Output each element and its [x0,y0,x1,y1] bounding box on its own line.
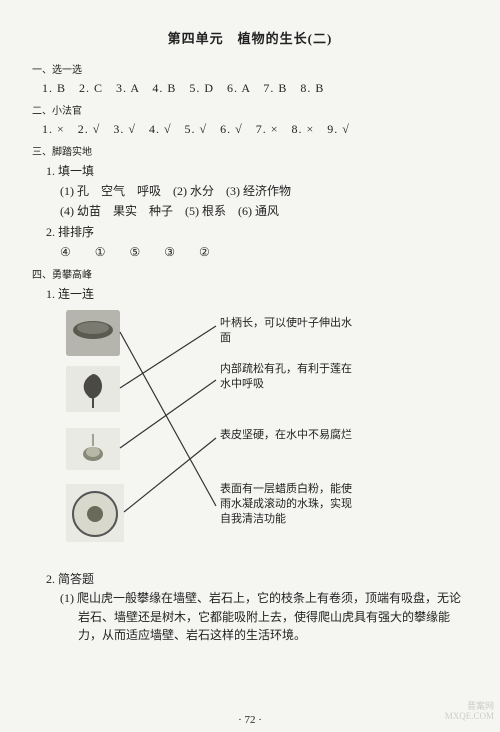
match-image-3 [66,428,120,470]
fill-line-1: (1) 孔 空气 呼吸 (2) 水分 (3) 经济作物 [60,182,468,199]
section-2-label: 二、小法官 [32,102,468,117]
judge-answers: 1. × 2. √ 3. √ 4. √ 5. √ 6. √ 7. × 8. × … [42,120,468,137]
fill-heading: 1. 填一填 [46,162,468,179]
match-desc-2: 内部疏松有孔，有利于莲在水中呼吸 [220,362,360,392]
section-4-label: 四、勇攀高峰 [32,266,468,281]
essay-answer: (1) 爬山虎一般攀缘在墙壁、岩石上，它的枝条上有卷须，顶端有吸盘，无论岩石、墙… [60,589,468,645]
order-answers: ④ ① ⑤ ③ ② [60,243,468,260]
match-desc-3: 表皮坚硬，在水中不易腐烂 [220,428,360,443]
match-heading: 1. 连一连 [46,285,468,302]
section-1-label: 一、选一选 [32,61,468,76]
match-desc-1: 叶柄长，可以使叶子伸出水面 [220,316,360,346]
watermark: 晋案网 MXQE.COM [445,702,494,722]
choice-answers: 1. B 2. C 3. A 4. B 5. D 6. A 7. B 8. B [42,79,468,96]
essay-heading: 2. 简答题 [46,570,468,587]
watermark-line-2: MXQE.COM [445,712,494,722]
match-image-2 [66,366,120,412]
match-image-4 [66,484,124,542]
page-container: 第四单元 植物的生长(二) 一、选一选 1. B 2. C 3. A 4. B … [0,0,500,655]
matching-diagram: 叶柄长，可以使叶子伸出水面 内部疏松有孔，有利于莲在水中呼吸 表皮坚硬，在水中不… [52,306,468,566]
match-image-1 [66,310,120,356]
unit-title: 第四单元 植物的生长(二) [32,28,468,47]
order-heading: 2. 排排序 [46,223,468,240]
fill-line-2: (4) 幼苗 果实 种子 (5) 根系 (6) 通风 [60,202,468,219]
match-desc-4: 表面有一层蜡质白粉，能使雨水凝成滚动的水珠，实现自我清洁功能 [220,482,360,527]
section-3-label: 三、脚踏实地 [32,143,468,158]
page-number: · 72 · [0,714,500,726]
